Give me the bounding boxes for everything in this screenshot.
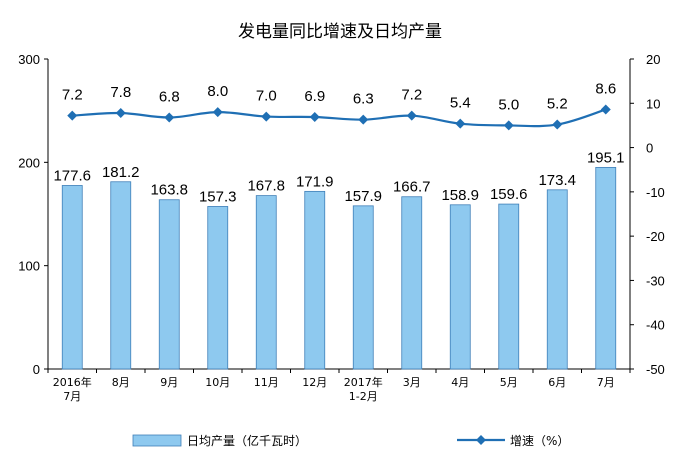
bar (110, 181, 132, 370)
left-tick-label: 200 (18, 155, 40, 170)
bar (498, 203, 520, 370)
line-data-label: 5.2 (547, 96, 568, 113)
left-tick-label: 300 (18, 52, 40, 67)
line-marker (67, 110, 78, 121)
plot-area: 0 100 200 300 -50 -40 -30 -20 -10 0 10 20 2016年 7月 8月 9… (18, 52, 665, 403)
x-tick-label: 2017年 1-2月 (344, 375, 383, 403)
right-tick-label: -40 (646, 318, 665, 333)
x-tick-label: 10月 (205, 376, 230, 389)
left-tick-label: 100 (18, 259, 40, 274)
line-marker (115, 108, 126, 119)
left-tick-label: 0 (33, 362, 40, 377)
line-data-label: 6.8 (159, 88, 180, 105)
line-marker (552, 119, 563, 130)
line-data-label: 6.3 (353, 91, 374, 108)
legend-line-marker (476, 435, 486, 445)
x-tick-label: 3月 (403, 376, 421, 389)
legend-bar-label: 日均产量（亿千瓦时） (187, 433, 307, 448)
x-tick-label: 5月 (500, 376, 518, 389)
line-marker (164, 112, 175, 123)
chart-title: 发电量同比增速及日均产量 (238, 22, 442, 42)
bar (158, 199, 180, 370)
x-tick-label: 2016年 7月 (53, 375, 92, 403)
bar-data-label: 167.8 (247, 178, 285, 195)
right-tick-label: 0 (646, 141, 653, 156)
legend: 日均产量（亿千瓦时） 增速（%） (132, 433, 569, 448)
line-marker (212, 107, 223, 118)
bar-data-label: 166.7 (393, 179, 431, 196)
bar-data-label: 163.8 (150, 182, 188, 199)
right-tick-label: -10 (646, 185, 665, 200)
bar-data-label: 181.2 (102, 164, 140, 181)
line-data-label: 7.0 (256, 88, 277, 105)
x-tick-label: 7月 (597, 376, 615, 389)
bar (255, 195, 277, 370)
bar (304, 190, 326, 370)
line-data-label: 7.8 (110, 84, 131, 101)
bar (207, 206, 229, 370)
line-marker (309, 112, 320, 123)
x-tick-label: 6月 (548, 376, 566, 389)
right-tick-label: 10 (646, 96, 660, 111)
bar-data-label: 159.6 (490, 186, 528, 203)
line-marker (261, 111, 272, 122)
line-data-label: 5.4 (450, 95, 471, 112)
x-tick-label: 8月 (112, 376, 130, 389)
bar-data-label: 157.9 (344, 188, 382, 205)
legend-line-label: 增速（%） (510, 434, 569, 448)
x-tick-label: 9月 (160, 376, 178, 389)
right-tick-label: -20 (646, 229, 665, 244)
line-marker (455, 118, 466, 129)
bar-data-label: 195.1 (587, 149, 625, 166)
bar (401, 196, 423, 370)
bar (546, 189, 568, 370)
bar (449, 204, 471, 370)
right-tick-label: 20 (646, 52, 660, 67)
bar-data-label: 173.4 (538, 172, 576, 189)
line-marker (600, 104, 611, 115)
bar-data-label: 177.6 (53, 167, 91, 184)
bar (352, 205, 374, 370)
line-data-label: 7.2 (401, 87, 422, 104)
bar-data-label: 158.9 (441, 187, 479, 204)
right-tick-label: -30 (646, 273, 665, 288)
line-data-label: 7.2 (62, 87, 83, 104)
bar (61, 185, 83, 370)
legend-bar-swatch (132, 434, 182, 447)
growth-line (72, 108, 607, 128)
line-data-label: 8.0 (207, 83, 228, 100)
line-data-label: 8.6 (595, 80, 616, 97)
bar-data-label: 157.3 (199, 188, 237, 205)
bar-data-label: 171.9 (296, 173, 334, 190)
line-data-label: 6.9 (304, 88, 325, 105)
line-marker (358, 114, 369, 125)
line-marker (503, 120, 514, 131)
right-tick-label: -50 (646, 362, 665, 377)
line-data-label: 5.0 (498, 96, 519, 113)
x-tick-label: 11月 (254, 376, 279, 389)
line-marker (406, 110, 417, 121)
x-tick-label: 12月 (302, 376, 327, 389)
bar (595, 166, 617, 370)
x-tick-label: 4月 (451, 376, 469, 389)
